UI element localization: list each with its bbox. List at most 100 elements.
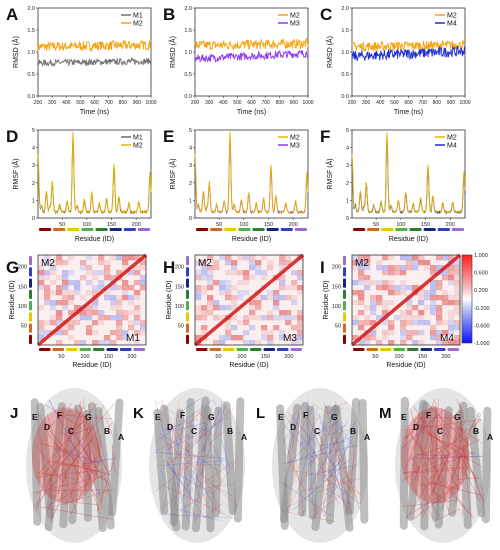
correlation-line (199, 413, 219, 428)
x-tick-label: 1000 (145, 100, 156, 106)
heatmap-cell (74, 340, 81, 346)
helix-letter-D: D (290, 422, 296, 432)
heatmap-cell (62, 280, 69, 286)
heatmap-cell (382, 330, 389, 336)
y-tick-label: 4 (32, 146, 35, 152)
correlation-line (60, 430, 88, 463)
y-tick-label: 100 (175, 304, 184, 310)
heatmap-cell (104, 270, 111, 276)
x-tick-label: 400 (62, 100, 71, 106)
heatmap-cell (358, 310, 365, 316)
correlation-line (32, 475, 102, 494)
x-tick-label: 200 (289, 222, 298, 228)
helix-segment-x (79, 348, 91, 351)
heatmap-cell (400, 280, 407, 286)
heatmap-cell (448, 275, 455, 281)
heatmap-cell (128, 285, 135, 291)
heatmap-cell (448, 270, 455, 276)
heatmap-cell (297, 335, 304, 341)
heatmap-cell (140, 320, 147, 326)
heatmap-cell (62, 325, 69, 331)
correlation-line (183, 397, 202, 410)
heatmap-cell (56, 320, 63, 326)
heatmap-cell (388, 265, 395, 271)
correlation-line (455, 430, 471, 505)
heatmap-cell (56, 260, 63, 266)
heatmap-cell (352, 280, 359, 286)
correlation-line (331, 424, 346, 435)
heatmap-cell (382, 305, 389, 311)
heatmap-cell (225, 330, 232, 336)
correlation-line (45, 470, 112, 508)
series-line-M2 (351, 39, 466, 53)
helix-letter-B: B (227, 426, 233, 436)
correlation-line (314, 461, 360, 512)
heatmap-cell (436, 265, 443, 271)
y-tick-label: 5 (189, 128, 192, 134)
heatmap-cell (364, 275, 371, 281)
heatmap-cell (418, 320, 425, 326)
x-tick-label: 300 (205, 100, 214, 106)
correlation-line (284, 469, 334, 478)
correlation-line (97, 426, 108, 472)
heatmap-cell (128, 320, 135, 326)
heatmap-cell (442, 275, 449, 281)
heatmap-cell (291, 335, 298, 341)
heatmap-cell (376, 300, 383, 306)
heatmap-cell (406, 315, 413, 321)
correlation-line (211, 465, 217, 513)
heatmap-cell (104, 295, 111, 301)
y-tick-label: 200 (18, 265, 27, 271)
heatmap-cell (430, 295, 437, 301)
heatmap-cell (86, 265, 93, 271)
helix-segment-y (29, 278, 32, 288)
heatmap-cell (92, 340, 99, 346)
heatmap-cell (388, 280, 395, 286)
correlation-line (409, 475, 424, 509)
heatmap-cell (195, 305, 202, 311)
y-tick-label: 100 (18, 304, 27, 310)
heatmap-cell (225, 335, 232, 341)
heatmap-cell (231, 270, 238, 276)
heatmap-cell (243, 270, 250, 276)
correlation-line (433, 399, 439, 496)
heatmap-cell (201, 305, 208, 311)
heatmap-cell (297, 310, 304, 316)
helix-segment (39, 228, 52, 231)
heatmap-cell (56, 315, 63, 321)
correlation-line (63, 428, 100, 475)
panel-label: G (6, 258, 19, 277)
heatmap-cell (44, 285, 51, 291)
y-tick-label: 1.0 (184, 50, 192, 56)
heatmap-cell (92, 330, 99, 336)
heatmap-cell (249, 310, 256, 316)
heatmap-cell (279, 260, 286, 266)
heatmap-cell (213, 305, 220, 311)
heatmap-cell (424, 305, 431, 311)
heatmap-cell (134, 270, 141, 276)
heatmap-cell (92, 320, 99, 326)
heatmap-cell (352, 335, 359, 341)
heatmap-cell (370, 335, 377, 341)
bottom-model-label: M3 (283, 333, 297, 344)
heatmap-cell (231, 305, 238, 311)
correlation-line (96, 454, 117, 512)
correlation-line (321, 424, 344, 515)
helix-segment-y (29, 256, 32, 266)
correlation-line (329, 436, 354, 478)
heatmap-cell (279, 280, 286, 286)
heatmap-cell (213, 315, 220, 321)
heatmap-cell (50, 280, 57, 286)
heatmap-cell (400, 335, 407, 341)
y-tick-label: 5 (32, 128, 35, 134)
heatmap-cell (448, 320, 455, 326)
heatmap-cell (86, 325, 93, 331)
top-model-label: M2 (41, 258, 55, 269)
heatmap-cell (74, 280, 81, 286)
helix-segment-x (447, 348, 459, 351)
x-tick-label: 50 (58, 354, 64, 360)
heatmap-cell (448, 340, 455, 346)
heatmap-cell (267, 330, 274, 336)
correlation-cloud (32, 407, 100, 504)
y-tick-label: 1.0 (341, 50, 349, 56)
